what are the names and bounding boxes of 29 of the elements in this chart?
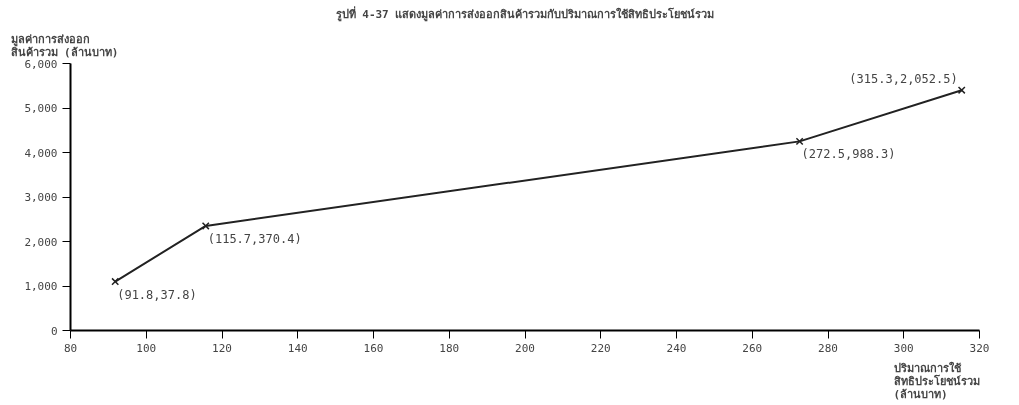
y-tick-label: 5,000 [24,102,58,115]
annotation: (91.8,37.8) [117,287,197,302]
x-tick-label: 80 [63,341,78,355]
x-tick-label: 160 [363,341,384,355]
y-tick-label: 1,000 [24,280,58,293]
annotation: (272.5,988.3) [801,147,896,162]
x-tick-label: 300 [893,341,914,355]
y-tick-label: 6,000 [24,57,58,71]
x-tick-label: 280 [818,341,838,355]
x-tick-label: 260 [742,341,763,355]
x-tick-label: 200 [515,341,535,355]
y-axis-title: มูลค่าการส่งออก สินค้ารวม (ล้านบาท) [10,32,119,59]
chart-title: รูปที่ 4-37 แสดงมูลค่าการส่งออกสินค้ารวมกับปริมาณการใช้สิทธิประโยชน์รวม [335,5,715,22]
x-tick-label: 220 [590,341,611,355]
y-tick-label: 2,000 [24,235,58,249]
annotation: (115.7,370.4) [207,231,302,246]
x-tick-label: 140 [287,341,308,355]
point [795,137,804,146]
x-axis-title: ปริมาณการใช้ สิทธิประโยชน์รวม (ล้านบาท) [893,360,980,401]
x-tick-label: 100 [136,341,157,355]
x-tick-label: 240 [666,341,687,355]
x-tick-label: 180 [439,341,460,355]
annotation: (315.3,2,052.5) [849,72,958,87]
x-tick-label: 120 [212,341,232,355]
x-tick-label: 320 [969,341,990,355]
y-tick-label: 4,000 [24,146,58,160]
point [111,277,120,286]
y-tick-label: 0 [50,324,58,338]
y-tick-label: 3,000 [24,191,58,204]
